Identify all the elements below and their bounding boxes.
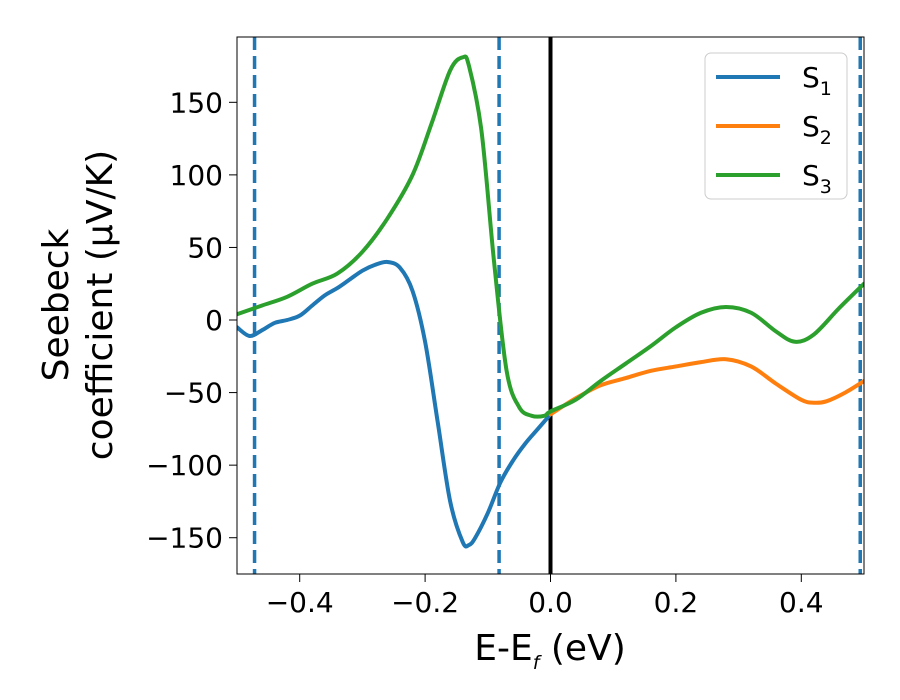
y-tick-label: −100 xyxy=(146,449,223,482)
x-tick-label: 0.2 xyxy=(654,586,699,619)
y-axis-label: Seebeck coefficient (μV/K) xyxy=(36,150,121,460)
x-axis-label-unit: (eV) xyxy=(539,628,625,669)
y-tick-label: 0 xyxy=(205,304,223,337)
legend: S1 S2 S3 xyxy=(704,52,848,200)
y-axis-ticks: 150 100 50 0 −50 −100 −150 xyxy=(146,86,237,555)
x-tick-label: −0.4 xyxy=(266,586,334,619)
legend-label-2: S2 xyxy=(802,110,832,149)
y-axis-label-line1: Seebeck xyxy=(36,228,77,381)
x-tick-label: −0.2 xyxy=(391,586,459,619)
x-axis-label-subscript: f xyxy=(533,652,543,674)
legend-label-1: S1 xyxy=(802,61,832,100)
legend-label-3: S3 xyxy=(802,159,832,198)
y-tick-label: −50 xyxy=(164,377,223,410)
x-axis-label: E-Ef (eV) xyxy=(474,628,626,674)
series-line-s1 xyxy=(237,259,553,549)
y-tick-label: 50 xyxy=(187,231,223,264)
x-tick-label: 0.0 xyxy=(528,586,573,619)
series-line-s2 xyxy=(548,357,864,417)
y-axis-label-line2: coefficient (μV/K) xyxy=(80,150,121,460)
x-axis-ticks: −0.4 −0.2 0.0 0.2 0.4 xyxy=(266,574,824,619)
y-tick-label: 150 xyxy=(170,86,223,119)
series-line-s3 xyxy=(237,54,864,419)
y-tick-label: −150 xyxy=(146,522,223,555)
x-tick-label: 0.4 xyxy=(779,586,824,619)
series-layer xyxy=(237,54,864,549)
x-axis-label-main: E-E xyxy=(474,628,532,669)
y-tick-label: 100 xyxy=(170,159,223,192)
